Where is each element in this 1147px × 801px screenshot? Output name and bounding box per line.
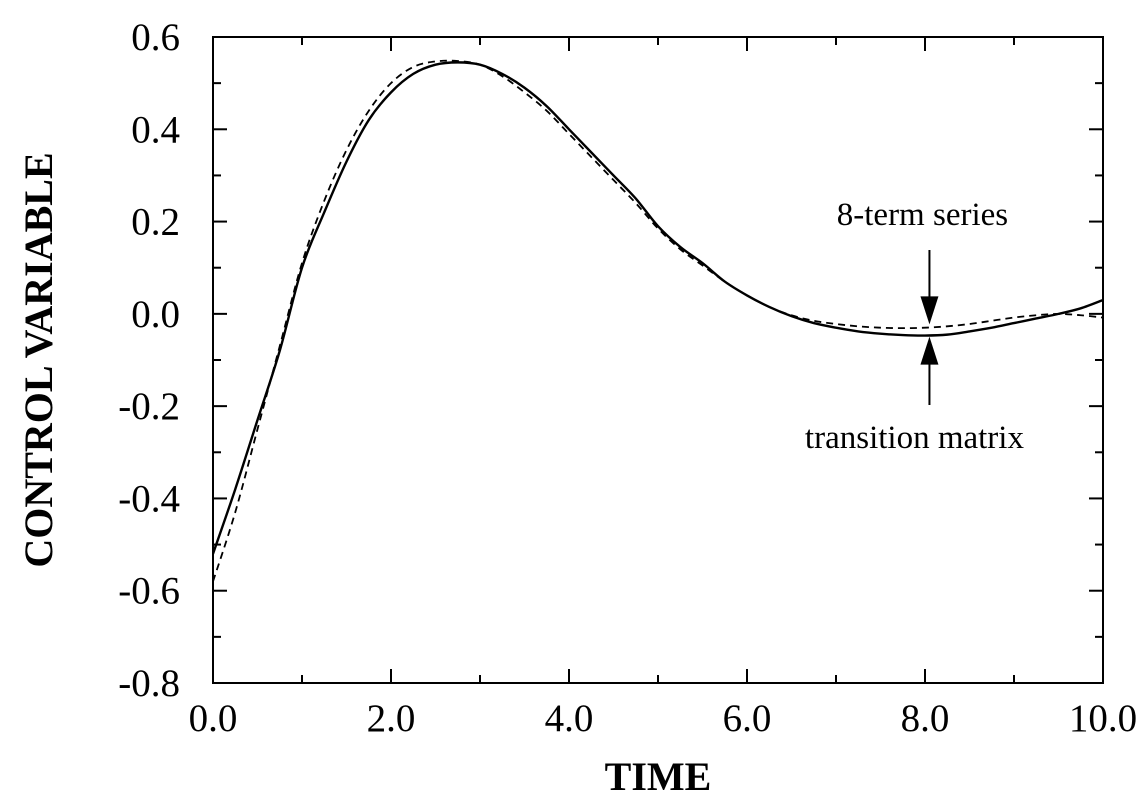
tick-marks	[212, 36, 1104, 684]
plot-frame	[212, 36, 1104, 684]
x-tick-label: 6.0	[723, 697, 772, 740]
y-tick-label: -0.6	[118, 570, 180, 613]
y-tick-label: 0.2	[131, 201, 180, 244]
annotation-label: transition matrix	[805, 420, 1025, 456]
x-tick-label: 2.0	[367, 697, 416, 740]
x-tick-label: 8.0	[901, 697, 950, 740]
y-axis-title: CONTROL VARIABLE	[16, 152, 61, 567]
tick-labels: 0.0 2.0 4.0 6.0 8.0 10.0 0.6 0.4 0.2 0.0 -0.2 -0.4 -…	[118, 16, 1137, 740]
y-tick-label: 0.4	[131, 108, 180, 151]
x-tick-label: 10.0	[1069, 697, 1137, 740]
x-axis-title: TIME	[605, 754, 712, 799]
series-lines	[213, 59, 1103, 582]
y-tick-label: -0.4	[118, 477, 180, 520]
y-tick-label: 0.6	[131, 16, 180, 59]
y-tick-label: 0.0	[131, 293, 180, 336]
x-tick-label: 0.0	[189, 697, 238, 740]
annotation-arrowhead	[920, 296, 939, 325]
annotations: 8-term series transition matrix	[805, 197, 1025, 456]
annotation-arrowhead	[920, 336, 939, 365]
solid-series-line	[213, 61, 1103, 555]
x-tick-label: 4.0	[545, 697, 594, 740]
y-tick-label: -0.8	[118, 662, 180, 705]
y-tick-label: -0.2	[118, 385, 180, 428]
annotation-label: 8-term series	[837, 197, 1008, 233]
dashed-series-line	[213, 59, 1103, 582]
